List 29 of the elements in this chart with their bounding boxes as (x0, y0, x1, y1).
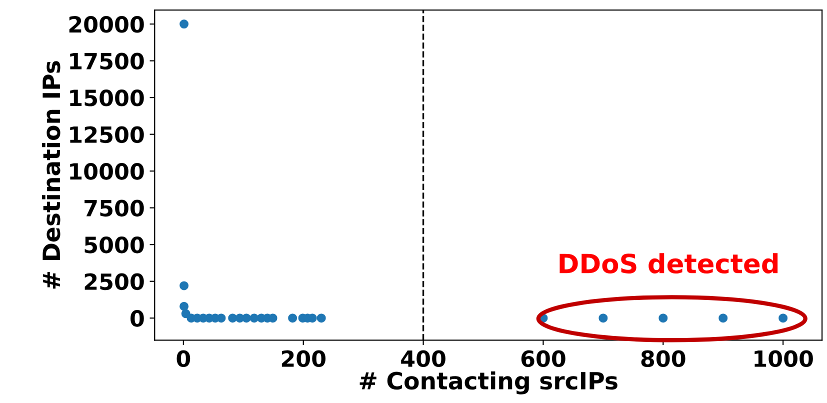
y-tick-label: 12500 (70, 126, 144, 144)
y-tick-label: 5000 (84, 236, 144, 254)
y-tick-label: 2500 (84, 273, 144, 290)
point (180, 20, 189, 29)
point (228, 314, 238, 323)
y-tick-label: 10000 (70, 163, 144, 180)
point (778, 314, 788, 323)
y-tick-label: 0 (130, 310, 144, 327)
point (288, 314, 298, 323)
x-tick-label: 0 (176, 350, 190, 368)
point (598, 314, 608, 323)
point (250, 314, 259, 323)
y-tick-label: 20000 (69, 16, 144, 33)
point (316, 314, 326, 323)
point (180, 302, 189, 311)
y-tick-label: 17500 (70, 52, 144, 70)
point (658, 314, 668, 323)
x-axis-title: # Contacting srcIPs (360, 371, 618, 394)
y-tick-label: 7500 (84, 200, 144, 217)
y-axis-title: # Destination IPs (42, 61, 60, 289)
point (180, 281, 189, 290)
annotation: DDoS detected (560, 253, 778, 274)
x-tick-label: 200 (282, 350, 326, 368)
x-tick-label: 1000 (754, 350, 813, 368)
x-tick-label: 400 (401, 350, 446, 368)
y-tick-label: 15000 (70, 90, 144, 106)
point (718, 314, 728, 323)
x-tick-label: 800 (641, 350, 686, 368)
x-tick-label: 600 (521, 350, 566, 368)
